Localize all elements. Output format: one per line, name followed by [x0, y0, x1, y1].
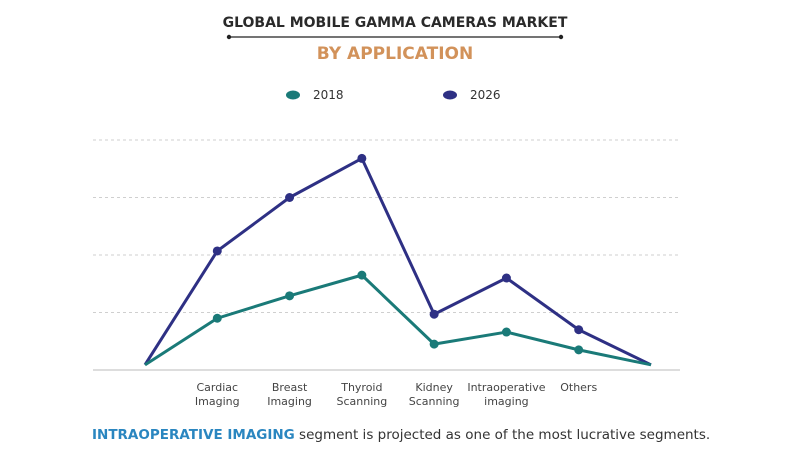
data-point	[212, 246, 222, 256]
chart-subtitle: BY APPLICATION	[317, 44, 473, 64]
data-point	[574, 345, 584, 355]
series-group	[143, 153, 652, 367]
data-point	[501, 273, 511, 283]
data-point	[429, 309, 439, 319]
chart-title: GLOBAL MOBILE GAMMA CAMERAS MARKET	[223, 15, 568, 31]
legend-swatch	[443, 90, 457, 100]
data-point	[574, 325, 584, 335]
legend-item-2026: 2026	[443, 88, 501, 102]
data-point	[429, 339, 439, 349]
x-axis-labels: Cardiac Imaging Breast Imaging Thyroid Scanni…	[195, 381, 598, 408]
grid	[93, 139, 680, 371]
footer-note: INTRAOPERATIVE IMAGING segment is projec…	[92, 427, 710, 443]
series-2018	[144, 270, 652, 367]
x-tick-label: Kidney Scanning	[409, 381, 460, 408]
data-point	[285, 291, 295, 301]
legend-label: 2018	[313, 88, 344, 102]
footer-highlight: INTRAOPERATIVE IMAGING	[92, 427, 295, 443]
x-tick-label: Others	[560, 381, 597, 394]
x-tick-label: Cardiac Imaging	[195, 381, 240, 408]
x-tick-label: Thyroid Scanning	[336, 381, 387, 408]
legend-swatch	[286, 90, 300, 100]
legend-item-2018: 2018	[286, 88, 344, 102]
x-tick-label: Intraoperative imaging	[467, 381, 545, 408]
data-point	[357, 270, 367, 280]
data-point	[357, 153, 367, 163]
series-2026	[143, 153, 652, 367]
legend-label: 2026	[470, 88, 501, 102]
legend: 2018 2026	[286, 88, 501, 102]
data-point	[212, 313, 222, 323]
data-point	[285, 193, 295, 202]
series-line	[144, 273, 652, 367]
series-line	[143, 156, 652, 367]
data-point	[501, 327, 511, 337]
footer-text: segment is projected as one of the most …	[295, 427, 710, 443]
title-divider	[226, 34, 564, 40]
x-tick-label: Breast Imaging	[267, 381, 312, 408]
